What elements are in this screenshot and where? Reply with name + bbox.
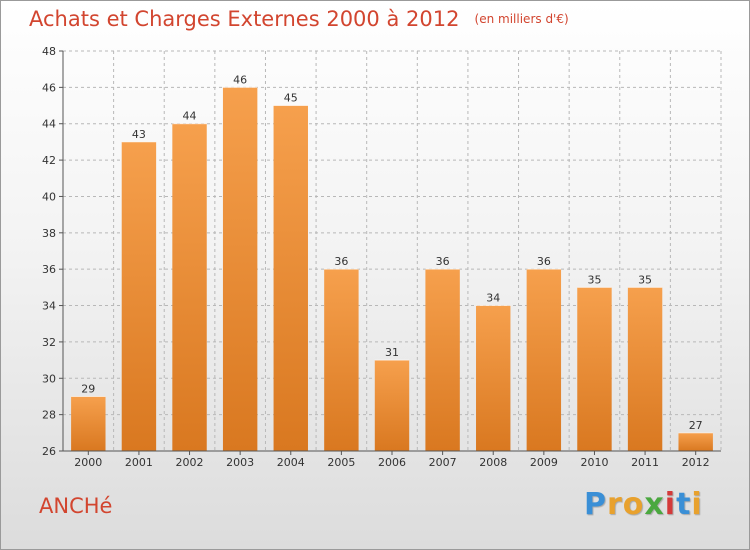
bar <box>172 123 207 452</box>
x-tick-label: 2000 <box>74 456 102 469</box>
data-label: 29 <box>81 382 95 395</box>
y-tick-label: 42 <box>42 154 56 167</box>
logo-letter: P <box>584 487 607 522</box>
commune-name: ANCHé <box>39 494 113 518</box>
x-tick-label: 2012 <box>682 456 710 469</box>
logo-letter: r <box>607 487 623 522</box>
x-tick-label: 2010 <box>580 456 608 469</box>
logo-letter: i <box>691 487 703 522</box>
bar <box>71 396 106 451</box>
title-row: Achats et Charges Externes 2000 à 2012 (… <box>29 7 569 31</box>
logo-letter: i <box>664 487 677 522</box>
x-tick-label: 2005 <box>327 456 355 469</box>
x-tick-label: 2009 <box>530 456 558 469</box>
y-tick-label: 36 <box>42 263 56 276</box>
y-tick-label: 48 <box>42 45 56 58</box>
bar <box>627 287 663 451</box>
chart-title: Achats et Charges Externes 2000 à 2012 <box>29 7 460 31</box>
data-label: 34 <box>486 292 500 305</box>
bar <box>121 141 157 451</box>
data-label: 36 <box>436 255 450 268</box>
x-tick-label: 2001 <box>125 456 153 469</box>
bars <box>71 86 713 452</box>
data-label: 35 <box>587 273 601 286</box>
labels: 26 28 30 32 34 36 38 40 42 44 46 48 29 2000 43 2001 44 20… <box>42 45 710 469</box>
bar <box>577 287 612 451</box>
data-label: 35 <box>638 273 652 286</box>
bar <box>222 87 258 451</box>
x-tick-label: 2006 <box>378 456 406 469</box>
bar <box>526 269 562 451</box>
chart-subtitle: (en milliers d'€) <box>474 12 569 26</box>
logo-letter: x <box>644 487 665 522</box>
x-tick-label: 2008 <box>479 456 507 469</box>
data-label: 43 <box>132 128 146 141</box>
y-tick-label: 30 <box>42 372 56 385</box>
axes <box>59 50 721 455</box>
x-tick-label: 2011 <box>631 456 659 469</box>
data-label: 46 <box>233 73 247 86</box>
y-tick-label: 40 <box>42 190 56 203</box>
x-tick-label: 2004 <box>277 456 305 469</box>
bar <box>425 269 460 451</box>
logo-letter: o <box>622 487 645 522</box>
y-tick-label: 28 <box>42 409 56 422</box>
data-label: 44 <box>183 110 197 123</box>
proxiti-logo: Proxiti <box>584 487 703 522</box>
y-tick-label: 32 <box>42 336 56 349</box>
bar <box>678 432 713 451</box>
data-label: 31 <box>385 346 399 359</box>
data-label: 36 <box>334 255 348 268</box>
x-tick-label: 2003 <box>226 456 254 469</box>
y-tick-label: 26 <box>42 445 56 458</box>
y-tick-label: 44 <box>42 118 56 131</box>
data-label: 36 <box>537 255 551 268</box>
data-label: 27 <box>689 419 703 432</box>
y-tick-label: 38 <box>42 227 56 240</box>
y-tick-label: 34 <box>42 300 56 313</box>
x-tick-label: 2002 <box>176 456 204 469</box>
bar <box>324 269 359 451</box>
bar <box>374 360 410 451</box>
bar <box>273 105 308 451</box>
x-tick-label: 2007 <box>429 456 457 469</box>
data-label: 45 <box>284 92 298 105</box>
bar <box>476 305 511 451</box>
logo-letter: t <box>676 487 692 522</box>
y-tick-label: 46 <box>42 81 56 94</box>
